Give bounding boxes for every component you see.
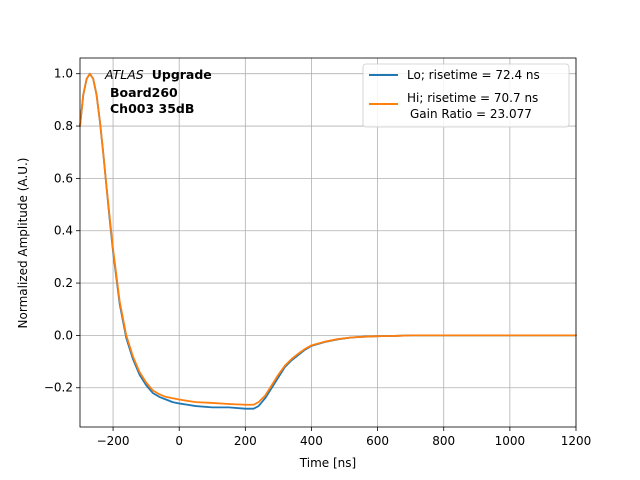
x-tick-label: −200	[97, 434, 130, 448]
y-tick-label: 1.0	[54, 67, 73, 81]
y-tick-label: −0.2	[44, 381, 73, 395]
x-tick-label: 1200	[561, 434, 592, 448]
channel-label: Ch003 35dB	[110, 101, 194, 116]
x-tick-label: 1000	[495, 434, 526, 448]
legend-entry-lo: Lo; risetime = 72.4 ns	[407, 68, 540, 82]
y-axis: −0.2 0.0 0.2 0.4 0.6 0.8 1.0	[44, 67, 80, 395]
legend-entry-hi: Hi; risetime = 70.7 ns	[407, 91, 538, 105]
x-tick-label: 600	[366, 434, 389, 448]
plot-frame	[79, 57, 577, 428]
x-axis-label: Time [ns]	[299, 456, 356, 470]
y-tick-label: 0.8	[54, 119, 73, 133]
y-tick-label: 0.2	[54, 276, 73, 290]
y-tick-label: 0.0	[54, 328, 73, 342]
annotation-line-1: ATLAS Upgrade	[104, 67, 212, 82]
legend-entry-hi-gain: Gain Ratio = 23.077	[410, 107, 532, 121]
x-axis: −200 0 200 400 600 800 1000 1200	[97, 427, 592, 448]
upgrade-label: Upgrade	[152, 67, 212, 82]
x-tick-label: 400	[300, 434, 323, 448]
series-layer	[79, 72, 577, 410]
y-axis-label: Normalized Amplitude (A.U.)	[16, 158, 30, 329]
legend-box	[362, 63, 570, 128]
x-tick-label: 200	[234, 434, 257, 448]
series-line-hi	[79, 72, 577, 406]
y-tick-label: 0.4	[54, 224, 73, 238]
y-tick-label: 0.6	[54, 171, 73, 185]
legend: Lo; risetime = 72.4 ns Hi; risetime = 70…	[362, 63, 570, 128]
x-tick-label: 0	[175, 434, 183, 448]
atlas-label: ATLAS	[104, 67, 144, 82]
board-label: Board260	[110, 85, 178, 100]
x-tick-label: 800	[432, 434, 455, 448]
